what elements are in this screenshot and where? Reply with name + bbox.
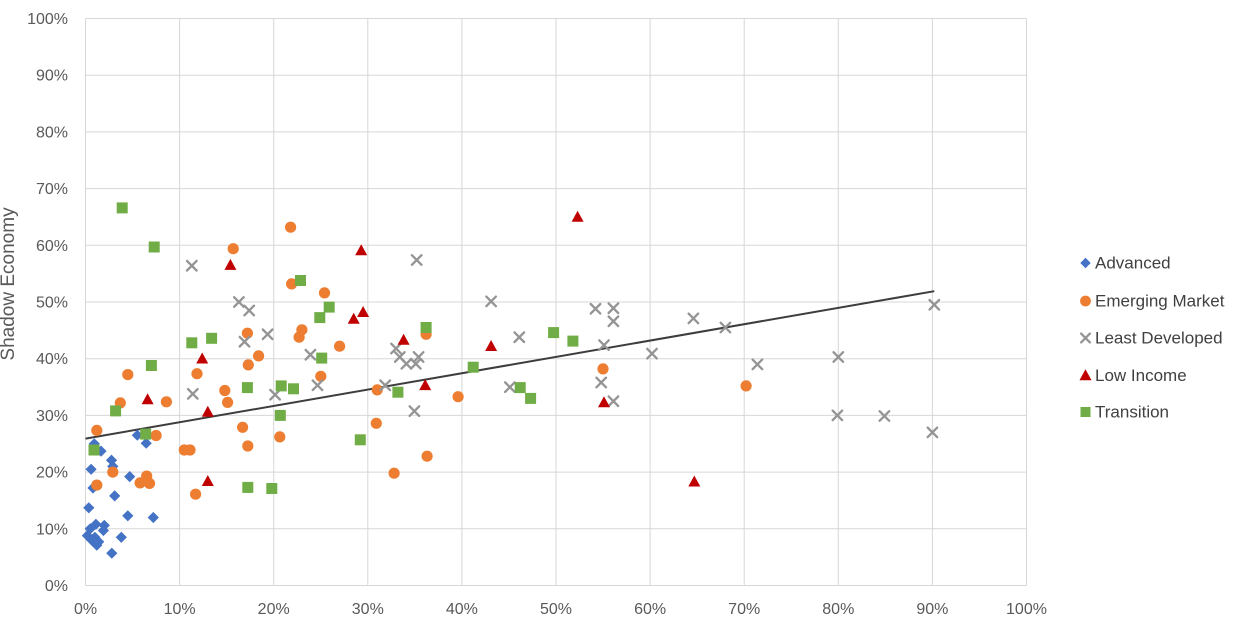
svg-text:30%: 30% bbox=[352, 601, 384, 618]
svg-text:100%: 100% bbox=[27, 11, 68, 28]
svg-text:90%: 90% bbox=[36, 68, 68, 85]
svg-text:80%: 80% bbox=[822, 601, 854, 618]
svg-text:40%: 40% bbox=[36, 351, 68, 368]
svg-text:90%: 90% bbox=[916, 601, 948, 618]
svg-text:Shadow Economy: Shadow Economy bbox=[0, 207, 19, 361]
svg-text:80%: 80% bbox=[36, 124, 68, 141]
svg-text:70%: 70% bbox=[728, 601, 760, 618]
svg-text:100%: 100% bbox=[1006, 601, 1047, 618]
svg-text:60%: 60% bbox=[36, 238, 68, 255]
svg-text:50%: 50% bbox=[36, 295, 68, 312]
svg-text:Emerging Market: Emerging Market bbox=[1095, 292, 1225, 311]
svg-text:50%: 50% bbox=[540, 601, 572, 618]
svg-text:20%: 20% bbox=[36, 465, 68, 482]
svg-text:40%: 40% bbox=[446, 601, 478, 618]
svg-text:0%: 0% bbox=[45, 578, 68, 595]
svg-text:10%: 10% bbox=[36, 521, 68, 538]
svg-text:Transition: Transition bbox=[1095, 403, 1169, 422]
svg-text:30%: 30% bbox=[36, 408, 68, 425]
svg-text:20%: 20% bbox=[258, 601, 290, 618]
svg-text:70%: 70% bbox=[36, 181, 68, 198]
svg-text:0%: 0% bbox=[74, 601, 97, 618]
svg-text:60%: 60% bbox=[634, 601, 666, 618]
svg-text:Least Developed: Least Developed bbox=[1095, 329, 1223, 348]
svg-text:Low Income: Low Income bbox=[1095, 366, 1187, 385]
svg-text:Advanced: Advanced bbox=[1095, 254, 1171, 273]
svg-text:10%: 10% bbox=[164, 601, 196, 618]
